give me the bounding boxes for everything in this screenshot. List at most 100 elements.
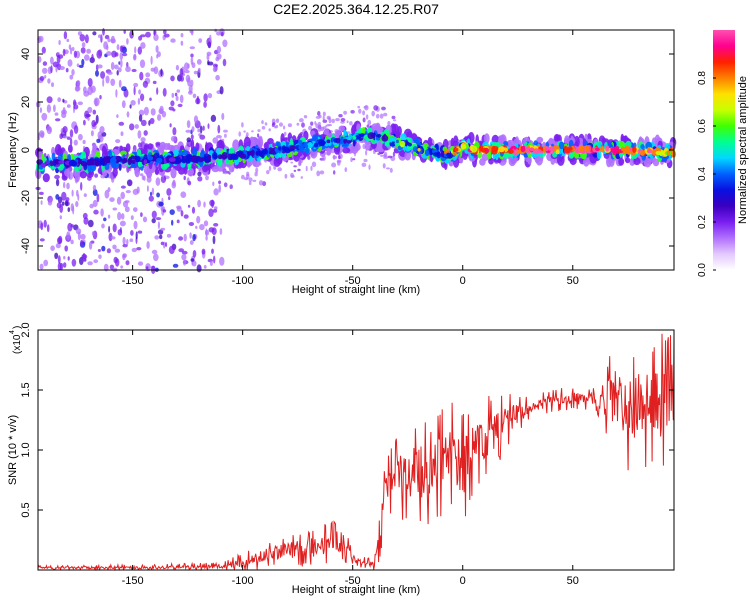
heatmap-cell	[39, 263, 44, 270]
heatmap-cell	[203, 220, 209, 227]
heatmap-cell	[117, 67, 122, 73]
heatmap-cell	[255, 167, 259, 174]
heatmap-cell	[101, 223, 105, 229]
heatmap-cell	[147, 143, 153, 150]
heatmap-cell	[79, 34, 86, 42]
heatmap-cell	[178, 236, 184, 241]
heatmap-cell	[62, 135, 68, 139]
heatmap-cell	[433, 152, 440, 157]
heatmap-cell	[625, 157, 631, 164]
heatmap-cell	[39, 76, 45, 81]
heatmap-cell	[218, 184, 221, 193]
heatmap-cell	[277, 167, 283, 172]
heatmap-cell	[149, 117, 155, 125]
heatmap-cell	[176, 206, 182, 212]
heatmap-cell	[117, 211, 122, 221]
heatmap-cell	[314, 142, 318, 148]
heatmap-cell	[102, 28, 105, 36]
heatmap-cell	[42, 67, 48, 74]
heatmap-cell	[382, 163, 386, 169]
heatmap-cell	[301, 122, 305, 128]
heatmap-cell	[69, 129, 74, 138]
heatmap-cell	[299, 118, 304, 123]
heatmap-cell	[121, 100, 126, 109]
heatmap-cell	[246, 171, 250, 177]
heatmap-cell	[163, 162, 170, 168]
heatmap-cell	[183, 175, 186, 181]
heatmap-cell	[73, 125, 79, 134]
heatmap-cell	[146, 241, 150, 249]
heatmap-cell	[333, 170, 336, 175]
heatmap-cell	[507, 149, 514, 155]
heatmap-cell	[84, 110, 90, 119]
heatmap-cell	[157, 229, 164, 235]
heatmap-cell	[315, 115, 321, 119]
heatmap-cell	[117, 229, 123, 236]
heatmap-cell	[387, 121, 391, 126]
heatmap-cell	[371, 123, 380, 132]
heatmap-cell	[67, 207, 71, 213]
heatmap-cell	[392, 151, 396, 157]
heatmap-cell	[106, 51, 112, 56]
heatmap-cell	[197, 67, 201, 73]
heatmap-cell	[115, 139, 121, 144]
heatmap-cell	[191, 155, 198, 160]
heatmap-cell	[217, 124, 221, 134]
heatmap-cell	[39, 107, 43, 113]
snr-y-tick-label: 0.5	[20, 502, 32, 517]
heatmap-cell	[212, 235, 216, 245]
heatmap-cell	[156, 157, 163, 164]
heatmap-cell	[357, 105, 361, 109]
heatmap-cell	[534, 156, 540, 164]
heatmap-cell	[184, 62, 189, 71]
heatmap-cell	[64, 168, 70, 177]
heatmap-cell	[633, 157, 641, 166]
heatmap-cell	[155, 141, 161, 146]
heatmap-cell	[50, 245, 55, 251]
heatmap-cell	[555, 149, 560, 155]
heatmap-cell	[181, 250, 188, 255]
heatmap-cell	[132, 188, 139, 195]
heatmap-cell	[184, 69, 190, 74]
heatmap-cell	[134, 167, 140, 178]
heatmap-cell	[90, 161, 95, 166]
heatmap-cell	[381, 106, 386, 111]
heatmap-cell	[293, 165, 297, 168]
heatmap-cell	[130, 215, 134, 221]
heatmap-cell	[50, 56, 54, 65]
heatmap-cell	[361, 162, 367, 167]
heatmap-cell	[127, 158, 132, 166]
heatmap-cell	[304, 144, 309, 149]
colorbar-ticks: 0.0 0.2 0.4 0.6 0.8	[697, 71, 716, 277]
snr-multiplier-exponent: 4	[9, 330, 16, 334]
heatmap-cell	[238, 131, 241, 137]
heatmap-cell	[137, 97, 141, 105]
heatmap-cell	[216, 135, 222, 139]
heatmap-cell	[95, 151, 101, 158]
heatmap-cell	[131, 68, 137, 73]
heatmap-cell	[162, 209, 167, 213]
heatmap-cell	[498, 146, 505, 153]
heatmap-cell	[65, 197, 70, 202]
heatmap-cell	[65, 68, 69, 73]
heatmap-cell	[146, 185, 149, 192]
heatmap-cell	[68, 44, 72, 50]
heatmap-cell	[120, 265, 124, 269]
heatmap-cell	[57, 52, 60, 56]
heatmap-cell	[376, 113, 380, 119]
heatmap-cell	[82, 212, 88, 220]
snr-background	[38, 330, 674, 570]
heatmap-cell	[224, 169, 227, 175]
heatmap-cell	[174, 92, 178, 97]
heatmap-cell	[485, 148, 490, 154]
heatmap-cell	[391, 136, 397, 142]
heatmap-cell	[104, 34, 110, 40]
heatmap-cell	[389, 167, 393, 173]
heatmap-cell	[231, 154, 236, 160]
heatmap-cell	[99, 126, 105, 134]
heatmap-cell	[168, 196, 171, 201]
heatmap-cell	[248, 177, 253, 182]
heatmap-cell	[173, 149, 179, 156]
heatmap-cell	[178, 248, 184, 253]
heatmap-cell	[205, 175, 209, 181]
